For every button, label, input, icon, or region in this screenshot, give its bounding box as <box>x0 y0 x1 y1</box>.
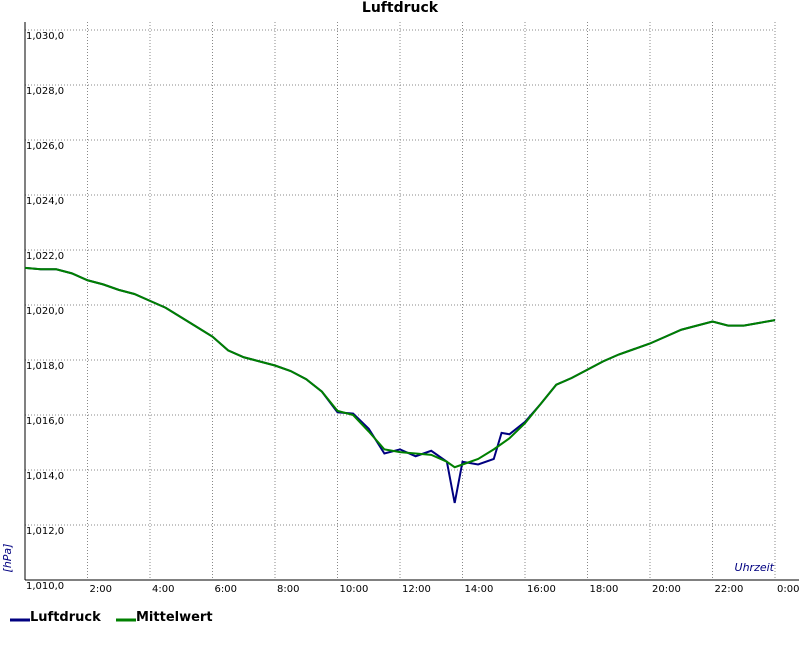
x-tick-label: 22:00 <box>715 584 744 595</box>
x-tick-label: 14:00 <box>465 584 494 595</box>
chart-title: Luftdruck <box>362 0 439 16</box>
x-tick-label: 0:00 <box>777 584 799 595</box>
y-tick-label: 1,018,0 <box>26 361 64 372</box>
x-tick-label: 2:00 <box>90 584 112 595</box>
x-tick-label: 10:00 <box>340 584 369 595</box>
legend-label: Luftdruck <box>30 610 101 625</box>
y-tick-label: 1,010,0 <box>26 581 64 592</box>
x-tick-label: 8:00 <box>277 584 299 595</box>
y-tick-label: 1,022,0 <box>26 251 64 262</box>
y-tick-label: 1,024,0 <box>26 196 64 207</box>
x-tick-label: 12:00 <box>402 584 431 595</box>
series-line <box>24 266 776 469</box>
x-tick-label: 18:00 <box>590 584 619 595</box>
x-axis-label: Uhrzeit <box>735 561 775 574</box>
y-tick-label: 1,014,0 <box>26 471 64 482</box>
y-tick-label: 1,026,0 <box>26 141 64 152</box>
x-tick-label: 6:00 <box>215 584 237 595</box>
y-tick-label: 1,012,0 <box>26 526 64 537</box>
x-tick-label: 20:00 <box>652 584 681 595</box>
legend-label: Mittelwert <box>136 610 213 625</box>
y-axis-label: [hPa] <box>1 544 14 573</box>
x-tick-label: 16:00 <box>527 584 556 595</box>
x-tick-label: 4:00 <box>152 584 174 595</box>
y-tick-label: 1,016,0 <box>26 416 64 427</box>
y-tick-label: 1,030,0 <box>26 31 64 42</box>
y-tick-label: 1,020,0 <box>26 306 64 317</box>
y-tick-label: 1,028,0 <box>26 86 64 97</box>
